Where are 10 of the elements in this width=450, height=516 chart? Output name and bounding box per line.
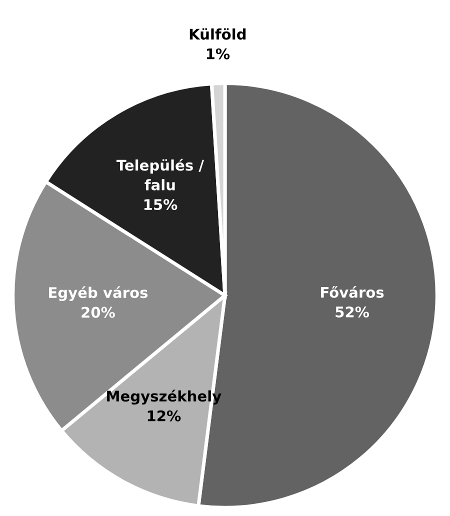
- data-label: 1%: [206, 48, 230, 60]
- slice-label: Település / falu: [116, 158, 204, 190]
- data-label: 12%: [148, 410, 181, 422]
- data-label: 15%: [144, 199, 178, 210]
- slice-label: Főváros: [321, 286, 384, 298]
- slice-label: Külföld: [190, 28, 246, 40]
- data-label: 52%: [336, 306, 370, 318]
- slice-label: Megyszékhely: [107, 390, 222, 405]
- data-label: 20%: [82, 306, 115, 318]
- slice-label: Egyéb város: [49, 286, 148, 302]
